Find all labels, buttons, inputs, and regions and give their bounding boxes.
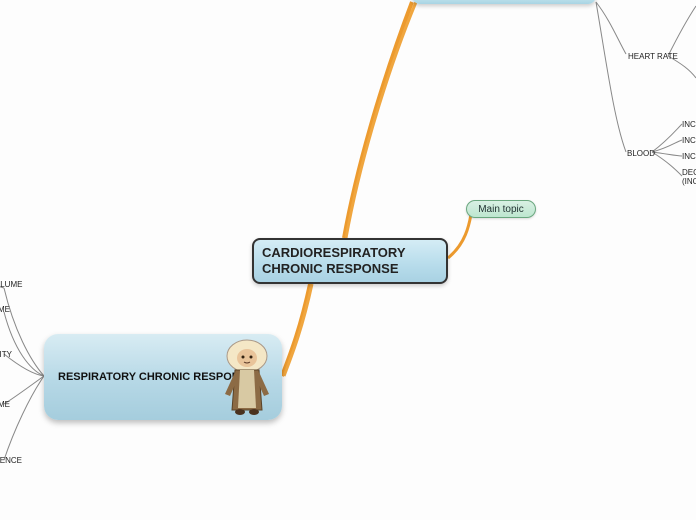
left-sub-3: ITY xyxy=(0,350,12,359)
mindmap-canvas: CARDIORESPIRATORY CHRONIC RESPONSE Main … xyxy=(0,0,696,520)
blood-sub-4a: DECR xyxy=(682,168,696,177)
cardiac-response-node[interactable] xyxy=(412,0,596,4)
blood-label[interactable]: BLOOD xyxy=(627,149,655,158)
blood-sub-4b: (INC xyxy=(682,177,696,186)
main-topic-node[interactable]: Main topic xyxy=(466,200,536,218)
respiratory-response-node[interactable]: RESPIRATORY CHRONIC RESPONSE xyxy=(44,334,282,420)
central-topic-label: CARDIORESPIRATORY CHRONIC RESPONSE xyxy=(262,245,406,276)
character-icon xyxy=(220,338,274,416)
left-sub-5: RENCE xyxy=(0,456,18,465)
central-topic-node[interactable]: CARDIORESPIRATORY CHRONIC RESPONSE xyxy=(252,238,448,284)
left-sub-4: ME xyxy=(0,400,10,409)
main-topic-label: Main topic xyxy=(478,204,524,215)
heart-rate-label[interactable]: HEART RATE xyxy=(628,52,678,61)
blood-sub-3: INCR xyxy=(682,152,696,161)
blood-sub-2: INCR xyxy=(682,136,696,145)
left-sub-1: OLUME xyxy=(0,280,22,289)
blood-sub-1: INCR xyxy=(682,120,696,129)
left-sub-2: ME xyxy=(0,305,10,314)
